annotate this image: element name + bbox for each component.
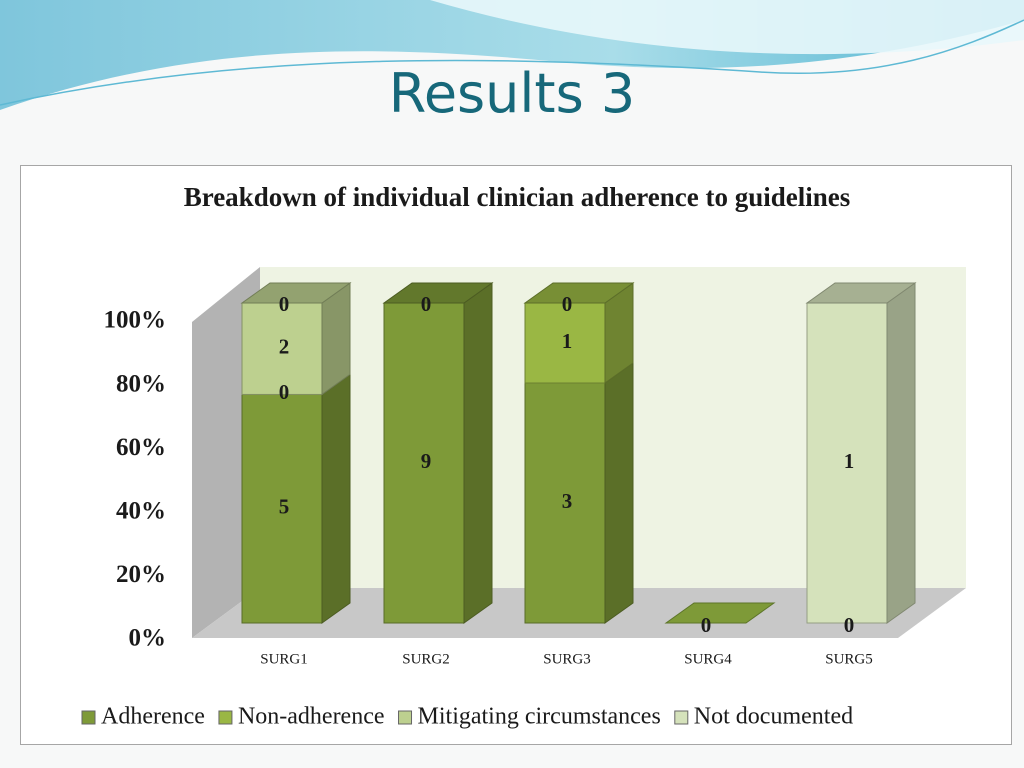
bar-segment (241, 302, 323, 395)
bar-segment (383, 302, 465, 624)
value-label: 0 (562, 292, 573, 316)
legend-label: Adherence (101, 704, 205, 730)
x-tick-label: SURG4 (684, 651, 732, 667)
legend-label: Mitigating circumstances (418, 704, 661, 730)
value-label: 0 (421, 292, 432, 316)
x-tick-label: SURG3 (543, 651, 591, 667)
y-tick-label: 100% (104, 307, 167, 334)
bar-side (886, 282, 916, 624)
header-wave (0, 0, 1024, 110)
value-label: 2 (279, 335, 290, 359)
x-tick-label: SURG5 (825, 651, 873, 667)
flat-bar (664, 602, 776, 624)
value-label: 9 (421, 449, 432, 473)
y-tick-label: 0% (129, 625, 167, 652)
bar-segment (806, 302, 888, 624)
chart-title: Breakdown of individual clinician adhere… (183, 182, 851, 212)
legend-swatch (81, 710, 96, 725)
bar-segment (241, 393, 323, 624)
bar-segment (524, 382, 606, 624)
y-tick-label: 80% (116, 370, 166, 397)
bar-top (523, 282, 635, 304)
value-label: 0 (279, 380, 290, 404)
bar-side (604, 362, 634, 624)
value-label: 0 (844, 613, 855, 637)
value-label: 3 (562, 489, 573, 513)
legend-label: Not documented (694, 704, 853, 730)
x-tick-label: SURG1 (260, 651, 308, 667)
bar-side (463, 282, 493, 624)
value-label: 1 (844, 449, 855, 473)
bar-side (321, 373, 351, 624)
y-tick-label: 60% (116, 434, 166, 461)
legend-label: Non-adherence (238, 704, 385, 730)
bar-top (240, 282, 352, 304)
bar-top (382, 282, 494, 304)
value-label: 0 (279, 292, 290, 316)
y-tick-label: 20% (116, 561, 166, 588)
slide-title: Results 3 (388, 62, 636, 125)
value-label: 1 (562, 329, 573, 353)
legend-swatch (398, 710, 413, 725)
value-label: 0 (701, 613, 712, 637)
value-label: 5 (279, 495, 290, 519)
y-tick-label: 40% (116, 498, 166, 525)
x-tick-label: SURG2 (402, 651, 450, 667)
bar-top (805, 282, 917, 304)
legend-swatch (218, 710, 233, 725)
legend-swatch (674, 710, 689, 725)
